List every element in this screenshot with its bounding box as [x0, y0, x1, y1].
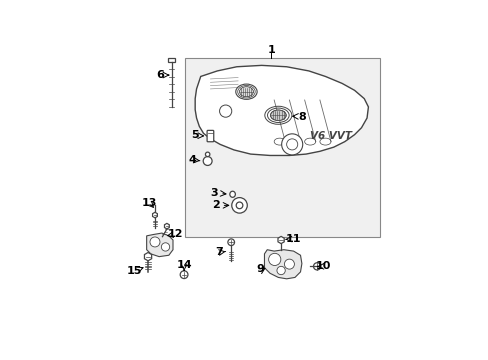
- Text: 5: 5: [191, 130, 199, 140]
- Polygon shape: [146, 233, 173, 257]
- Text: 3: 3: [210, 188, 218, 198]
- FancyBboxPatch shape: [185, 58, 379, 237]
- Ellipse shape: [270, 110, 285, 121]
- Text: 10: 10: [315, 261, 330, 271]
- Circle shape: [276, 266, 285, 275]
- Text: V6 VVT: V6 VVT: [309, 131, 351, 141]
- Polygon shape: [144, 252, 151, 261]
- Text: 11: 11: [285, 234, 301, 244]
- Text: 14: 14: [176, 260, 191, 270]
- Polygon shape: [277, 237, 284, 244]
- Circle shape: [281, 134, 302, 155]
- Circle shape: [231, 198, 247, 213]
- Polygon shape: [152, 212, 157, 218]
- Circle shape: [180, 271, 187, 279]
- Circle shape: [284, 259, 294, 269]
- Polygon shape: [264, 250, 301, 279]
- Ellipse shape: [270, 110, 285, 120]
- Text: 15: 15: [127, 266, 142, 275]
- Circle shape: [203, 157, 212, 166]
- Text: 1: 1: [267, 45, 275, 55]
- Text: 8: 8: [297, 112, 305, 122]
- Polygon shape: [164, 223, 169, 229]
- Ellipse shape: [239, 87, 253, 97]
- Circle shape: [268, 253, 280, 266]
- Text: 9: 9: [256, 264, 264, 274]
- Circle shape: [286, 139, 297, 150]
- FancyBboxPatch shape: [207, 130, 213, 142]
- Text: 6: 6: [156, 70, 164, 80]
- Text: 4: 4: [188, 155, 196, 165]
- Ellipse shape: [229, 191, 235, 197]
- Circle shape: [219, 105, 231, 117]
- Circle shape: [150, 237, 160, 247]
- Circle shape: [161, 243, 169, 251]
- FancyBboxPatch shape: [168, 58, 175, 62]
- Circle shape: [205, 152, 209, 157]
- Circle shape: [236, 202, 243, 209]
- Text: 12: 12: [167, 229, 183, 239]
- Text: 7: 7: [214, 247, 222, 257]
- Circle shape: [227, 239, 234, 246]
- Circle shape: [313, 263, 320, 270]
- Polygon shape: [195, 66, 367, 156]
- Text: 13: 13: [141, 198, 156, 208]
- Text: 2: 2: [212, 201, 220, 210]
